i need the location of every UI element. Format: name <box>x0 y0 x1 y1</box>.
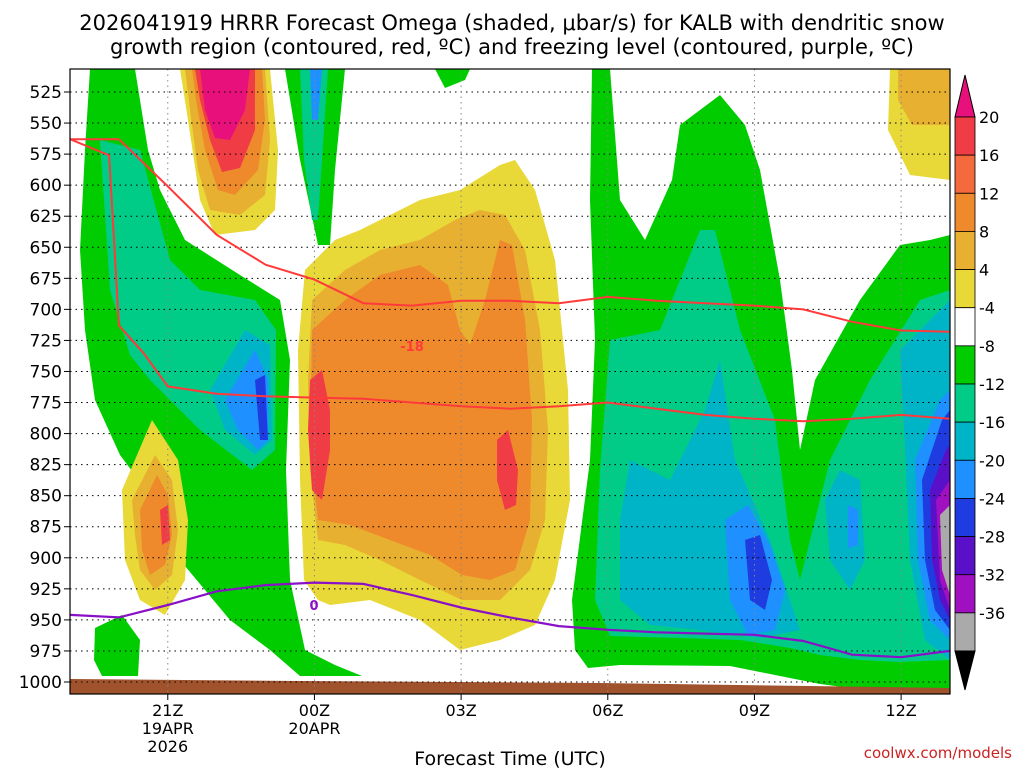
colorbar-tick-label: -36 <box>979 604 1005 623</box>
freezing-level-contour <box>70 581 950 659</box>
dgz-top-contour <box>70 138 950 333</box>
colorbar-tick-label: -16 <box>979 413 1005 432</box>
colorbar-swatch <box>954 574 976 614</box>
omega-region-orange-center <box>310 240 532 580</box>
y-tick-label: 900 <box>30 549 62 569</box>
y-tick-label: 525 <box>30 83 62 103</box>
y-axis-pressure-ticks: 525 550 575 600 625 650 675 700 725 750 775 800 825 8… <box>19 83 70 693</box>
chart-title-line2: growth region (contoured, red, ºC) and f… <box>110 35 914 59</box>
colorbar-tick-label: 20 <box>979 108 999 127</box>
omega-region-magenta-top <box>200 69 250 140</box>
omega-region-blue-small <box>848 505 858 548</box>
colorbar-swatch <box>954 154 976 194</box>
omega-region-blue-left <box>225 350 268 450</box>
colorbar-swatch <box>954 307 976 347</box>
terrain-surface <box>70 679 950 694</box>
omega-region-ltorange-topright <box>898 69 950 125</box>
colorbar-tick-label: 8 <box>979 222 989 241</box>
y-tick-label: 750 <box>30 362 62 382</box>
omega-region-teal-upper <box>300 69 328 220</box>
colorbar-swatch <box>954 345 976 385</box>
y-tick-label: 575 <box>30 145 62 165</box>
x-tick-label: 09Z <box>739 701 770 720</box>
omega-region-blue-top <box>310 69 322 120</box>
colorbar-swatch <box>954 116 976 156</box>
colorbar-tick-label: -8 <box>979 337 995 356</box>
dgz-contour-label: -18 <box>400 340 424 355</box>
colorbar-swatch <box>954 459 976 499</box>
dgz-bottom-contour <box>70 138 950 423</box>
colorbar-swatch <box>954 231 976 270</box>
y-tick-label: 625 <box>30 207 62 227</box>
omega-region-gray-far <box>940 505 950 595</box>
freezing-contour-label: 0 <box>309 599 318 614</box>
colorbar-swatch <box>954 536 976 576</box>
y-tick-label: 650 <box>30 238 62 258</box>
x-tick-label: 21Z <box>152 701 183 720</box>
y-tick-label: 975 <box>30 642 62 662</box>
omega-shaded-field <box>70 69 950 694</box>
y-tick-label: 850 <box>30 487 62 507</box>
x-tick-year: 2026 <box>147 737 188 756</box>
x-tick-date: 19APR <box>142 719 194 738</box>
omega-colorbar: 20 16 12 8 4 -4 -8 -12 -16 -20 -24 -28 -32 -36 <box>954 74 1005 691</box>
y-tick-label: 825 <box>30 456 62 476</box>
x-tick-label: 12Z <box>885 701 916 720</box>
omega-region-darkblue-left <box>255 375 268 440</box>
colorbar-bottom-arrow <box>954 650 976 691</box>
chart-title-line1: 2026041919 HRRR Forecast Omega (shaded, … <box>79 11 944 35</box>
dotted-grid <box>70 69 950 694</box>
colorbar-top-arrow <box>954 74 976 118</box>
omega-region-green-topmid <box>435 69 470 88</box>
y-tick-label: 675 <box>30 269 62 289</box>
colorbar-tick-label: -24 <box>979 489 1005 508</box>
y-tick-label: 550 <box>30 114 62 134</box>
y-tick-label: 725 <box>30 331 62 351</box>
omega-region-red-mid <box>497 430 518 510</box>
colorbar-tick-label: 16 <box>979 146 999 165</box>
credit-text: coolwx.com/models <box>864 744 1012 762</box>
x-axis-label: Forecast Time (UTC) <box>414 748 605 768</box>
colorbar-swatch <box>954 192 976 232</box>
omega-region-green-lowleft <box>94 615 140 676</box>
y-tick-label: 775 <box>30 394 62 414</box>
omega-region-orange-left <box>140 475 172 575</box>
colorbar-tick-label: -28 <box>979 528 1005 547</box>
colorbar-swatch <box>954 383 976 423</box>
y-tick-label: 700 <box>30 300 62 320</box>
omega-region-cyan-mid <box>825 470 865 590</box>
y-tick-label: 600 <box>30 176 62 196</box>
x-tick-label: 06Z <box>592 701 623 720</box>
x-tick-label: 00Z <box>299 701 330 720</box>
x-tick-date: 20APR <box>288 719 340 738</box>
colorbar-tick-label: 4 <box>979 261 989 280</box>
colorbar-tick-label: -4 <box>979 299 995 318</box>
y-tick-label: 800 <box>30 425 62 445</box>
colorbar-tick-label: 12 <box>979 184 999 203</box>
y-tick-label: 1000 <box>19 673 62 693</box>
y-tick-label: 925 <box>30 580 62 600</box>
y-tick-label: 950 <box>30 611 62 631</box>
plot-frame <box>69 68 951 695</box>
colorbar-swatch <box>954 421 976 461</box>
colorbar-tick-label: -12 <box>979 375 1005 394</box>
colorbar-swatch <box>954 269 976 309</box>
colorbar-swatch <box>954 498 976 537</box>
colorbar-swatch <box>954 612 976 652</box>
x-tick-label: 03Z <box>445 701 476 720</box>
colorbar-tick-label: -20 <box>979 451 1005 470</box>
omega-region-darkblue-right <box>745 535 772 610</box>
y-tick-label: 875 <box>30 518 62 538</box>
colorbar-tick-label: -32 <box>979 566 1005 585</box>
